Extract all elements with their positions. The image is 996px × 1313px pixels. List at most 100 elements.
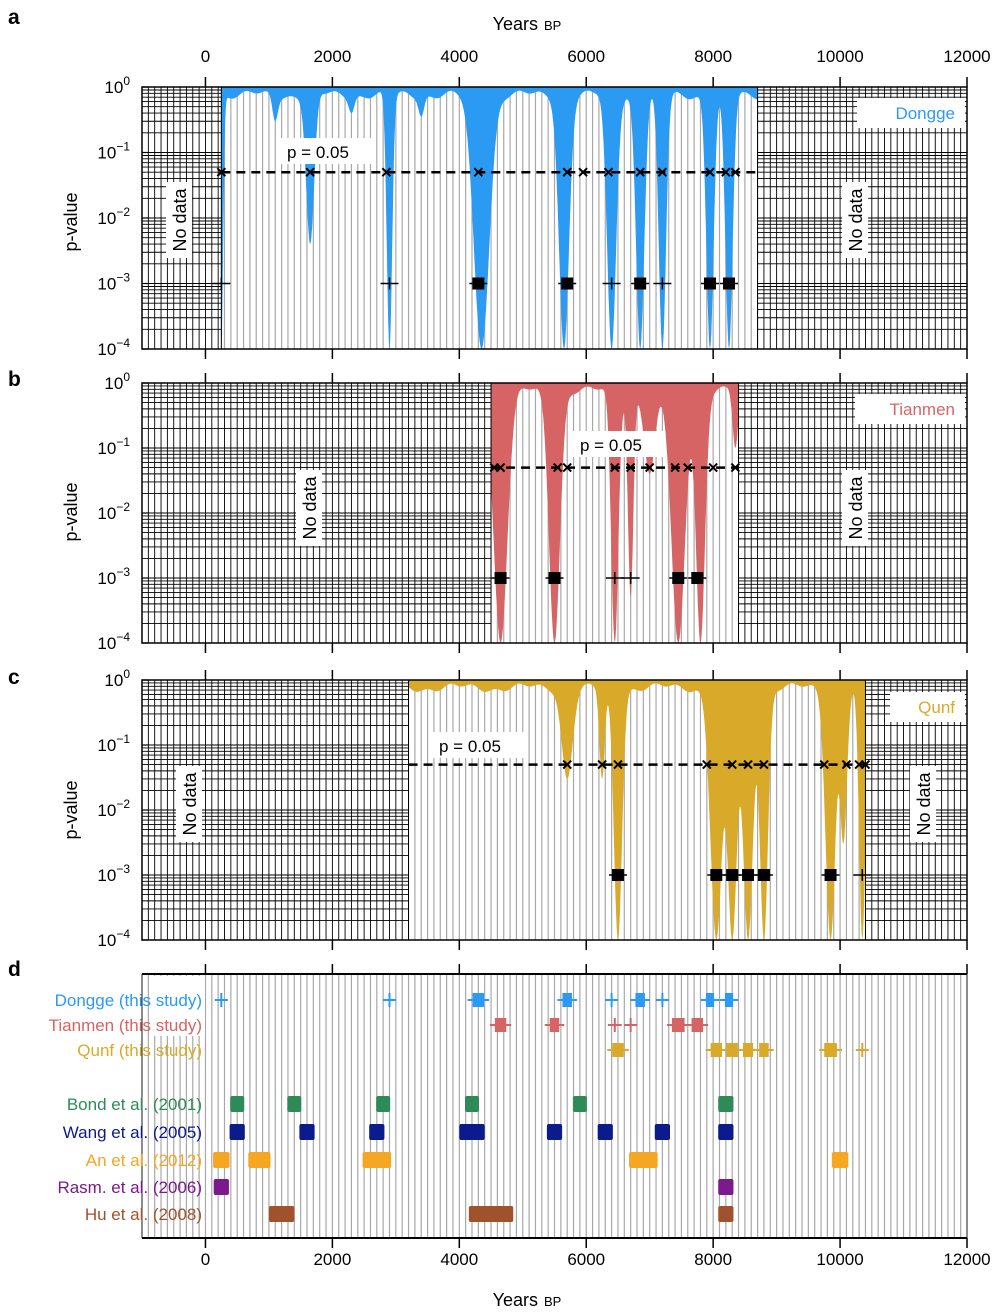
panel-b-ytick-label: 10−2: [97, 500, 130, 523]
panel-c-event-marker: [824, 869, 837, 881]
threshold-label-c-text: p = 0.05: [439, 737, 501, 756]
timeline-event-bar: [549, 1018, 560, 1032]
panel-a-area: [221, 87, 758, 349]
timeline-label-bond: Bond et al. (2001): [67, 1095, 202, 1114]
panel-a-ytick-label: 10−3: [97, 271, 130, 294]
panel-c-event-marker: [611, 869, 624, 881]
timeline-label-dongge: Dongge (this study): [55, 991, 202, 1010]
panel-a-crossing-marker: [578, 167, 588, 177]
panel-a-ytick-label: 10−1: [97, 140, 130, 163]
timeline-event-bar: [742, 1043, 754, 1057]
panel-a-crossing-marker: [730, 167, 741, 177]
threshold-label-a-text: p = 0.05: [287, 143, 349, 162]
no-data-a-left-bg: [166, 182, 192, 258]
panel-c-crossing-marker: [562, 759, 572, 770]
panel-a-event-marker: [561, 277, 574, 290]
series-label-dongge: Dongge: [857, 98, 965, 128]
panel-c-crossing-marker: [759, 759, 769, 770]
panel-a-crossing-marker: [705, 167, 715, 177]
panel-b-crossing-marker: [683, 462, 693, 473]
x-tick-label-top: 6000: [567, 47, 605, 66]
timeline-label-wang: Wang et al. (2005): [63, 1123, 202, 1142]
panel-d-label-mask: [150, 976, 205, 1036]
timeline-event-bar: [468, 1206, 514, 1222]
panel-a-event-marker: [472, 277, 485, 290]
threshold-label-b-text: p = 0.05: [580, 436, 642, 455]
timeline-event-bar: [759, 1043, 769, 1057]
panel-c-crossing-marker: [727, 759, 737, 770]
no-data-c-right: No data: [910, 766, 936, 842]
panel-b-crossing-marker: [670, 462, 680, 473]
panel-a-event-marker: [703, 277, 716, 290]
x-tick-label-bottom: 10000: [816, 1250, 863, 1269]
panel-b-crossing-marker: [610, 462, 620, 473]
panel-a-crossing-marker: [635, 167, 645, 177]
panel-a-crossing-marker: [473, 167, 484, 177]
timeline-event-bar: [705, 993, 715, 1007]
timeline-label-tianmen: Tianmen (this study): [49, 1016, 202, 1035]
panel-b-ytick-label: 10−1: [97, 435, 130, 458]
x-tick-label-bottom: 2000: [313, 1250, 351, 1269]
threshold-label-a: p = 0.05: [280, 138, 372, 164]
timeline-label-qunf: Qunf (this study): [77, 1041, 202, 1060]
panel-c-crossing-marker: [743, 759, 753, 770]
timeline-event-bar: [726, 1043, 738, 1057]
y-axis-title-a: p-value: [61, 192, 81, 251]
timeline-event-bar: [562, 993, 572, 1007]
x-tick-label-top: 2000: [313, 47, 351, 66]
threshold-label-c: p = 0.05: [432, 732, 524, 758]
panel-c-crossing-marker: [819, 759, 829, 770]
panel-c-crossing-marker: [597, 759, 607, 770]
no-data-b-right-text: No data: [846, 475, 866, 539]
panel-c-event-marker: [726, 869, 739, 881]
x-tick-label-top: 0: [201, 47, 210, 66]
timeline-event-bar: [369, 1124, 385, 1140]
series-label-qunf-bg: [890, 692, 965, 722]
x-tick-label-bottom: 6000: [567, 1250, 605, 1269]
timeline-event-bar: [831, 1152, 849, 1168]
panel-c-event-marker: [757, 869, 770, 881]
x-tick-label-bottom: 8000: [694, 1250, 732, 1269]
panel-c-crossing-marker: [613, 759, 623, 770]
no-data-c-right-text: No data: [914, 771, 934, 835]
panel-b-event-marker: [672, 572, 685, 584]
timeline-event-bar: [724, 993, 734, 1007]
timeline-event-bar: [629, 1152, 658, 1168]
panel-b-crossing-marker: [562, 462, 572, 473]
series-label-tianmen-text: Tianmen: [889, 400, 955, 419]
timeline-event-bar: [248, 1152, 271, 1168]
timeline-event-bar: [376, 1096, 391, 1112]
panel-letter-a: a: [8, 6, 20, 29]
panel-b-event-marker: [691, 572, 704, 584]
panel-c-ytick-label: 100: [104, 667, 130, 690]
no-data-a-right-text: No data: [846, 187, 866, 251]
x-tick-label-bottom: 12000: [943, 1250, 990, 1269]
timeline-event-bar: [654, 1124, 670, 1140]
x-tick-label-bottom: 4000: [440, 1250, 478, 1269]
timeline-event-bar: [710, 1043, 723, 1057]
timeline-event-bar: [718, 1179, 734, 1195]
timeline-event-bar: [230, 1096, 245, 1112]
panel-c-ytick-label: 10−1: [97, 732, 130, 755]
y-axis-title-b: p-value: [61, 482, 81, 541]
x-axis-title-bottom: Years: [493, 1290, 538, 1310]
no-data-a-left: No data: [166, 182, 192, 258]
series-label-qunf: Qunf: [890, 692, 965, 722]
panel-b-event-marker: [494, 572, 507, 584]
no-data-c-left-bg: [176, 766, 202, 842]
panel-a-crossing-marker: [305, 167, 315, 177]
panel-a-event-marker: [634, 277, 647, 290]
x-axis-title-top: Years: [493, 14, 538, 34]
panel-b-crossing-marker: [495, 462, 506, 473]
timeline-event-bar: [465, 1096, 479, 1112]
timeline-event-bar: [299, 1124, 315, 1140]
timeline-event-bar: [472, 993, 485, 1007]
panel-a-ytick-label: 100: [104, 74, 130, 97]
timeline-event-bar: [268, 1206, 295, 1222]
plot-layer: [212, 87, 872, 1222]
panel-c-ytick-label: 10−2: [97, 797, 130, 820]
timeline-label-an: An et al. (2012): [86, 1151, 202, 1170]
panel-a-crossing-marker: [216, 167, 227, 177]
x-tick-label-top: 12000: [943, 47, 990, 66]
timeline-event-bar: [671, 1018, 685, 1032]
